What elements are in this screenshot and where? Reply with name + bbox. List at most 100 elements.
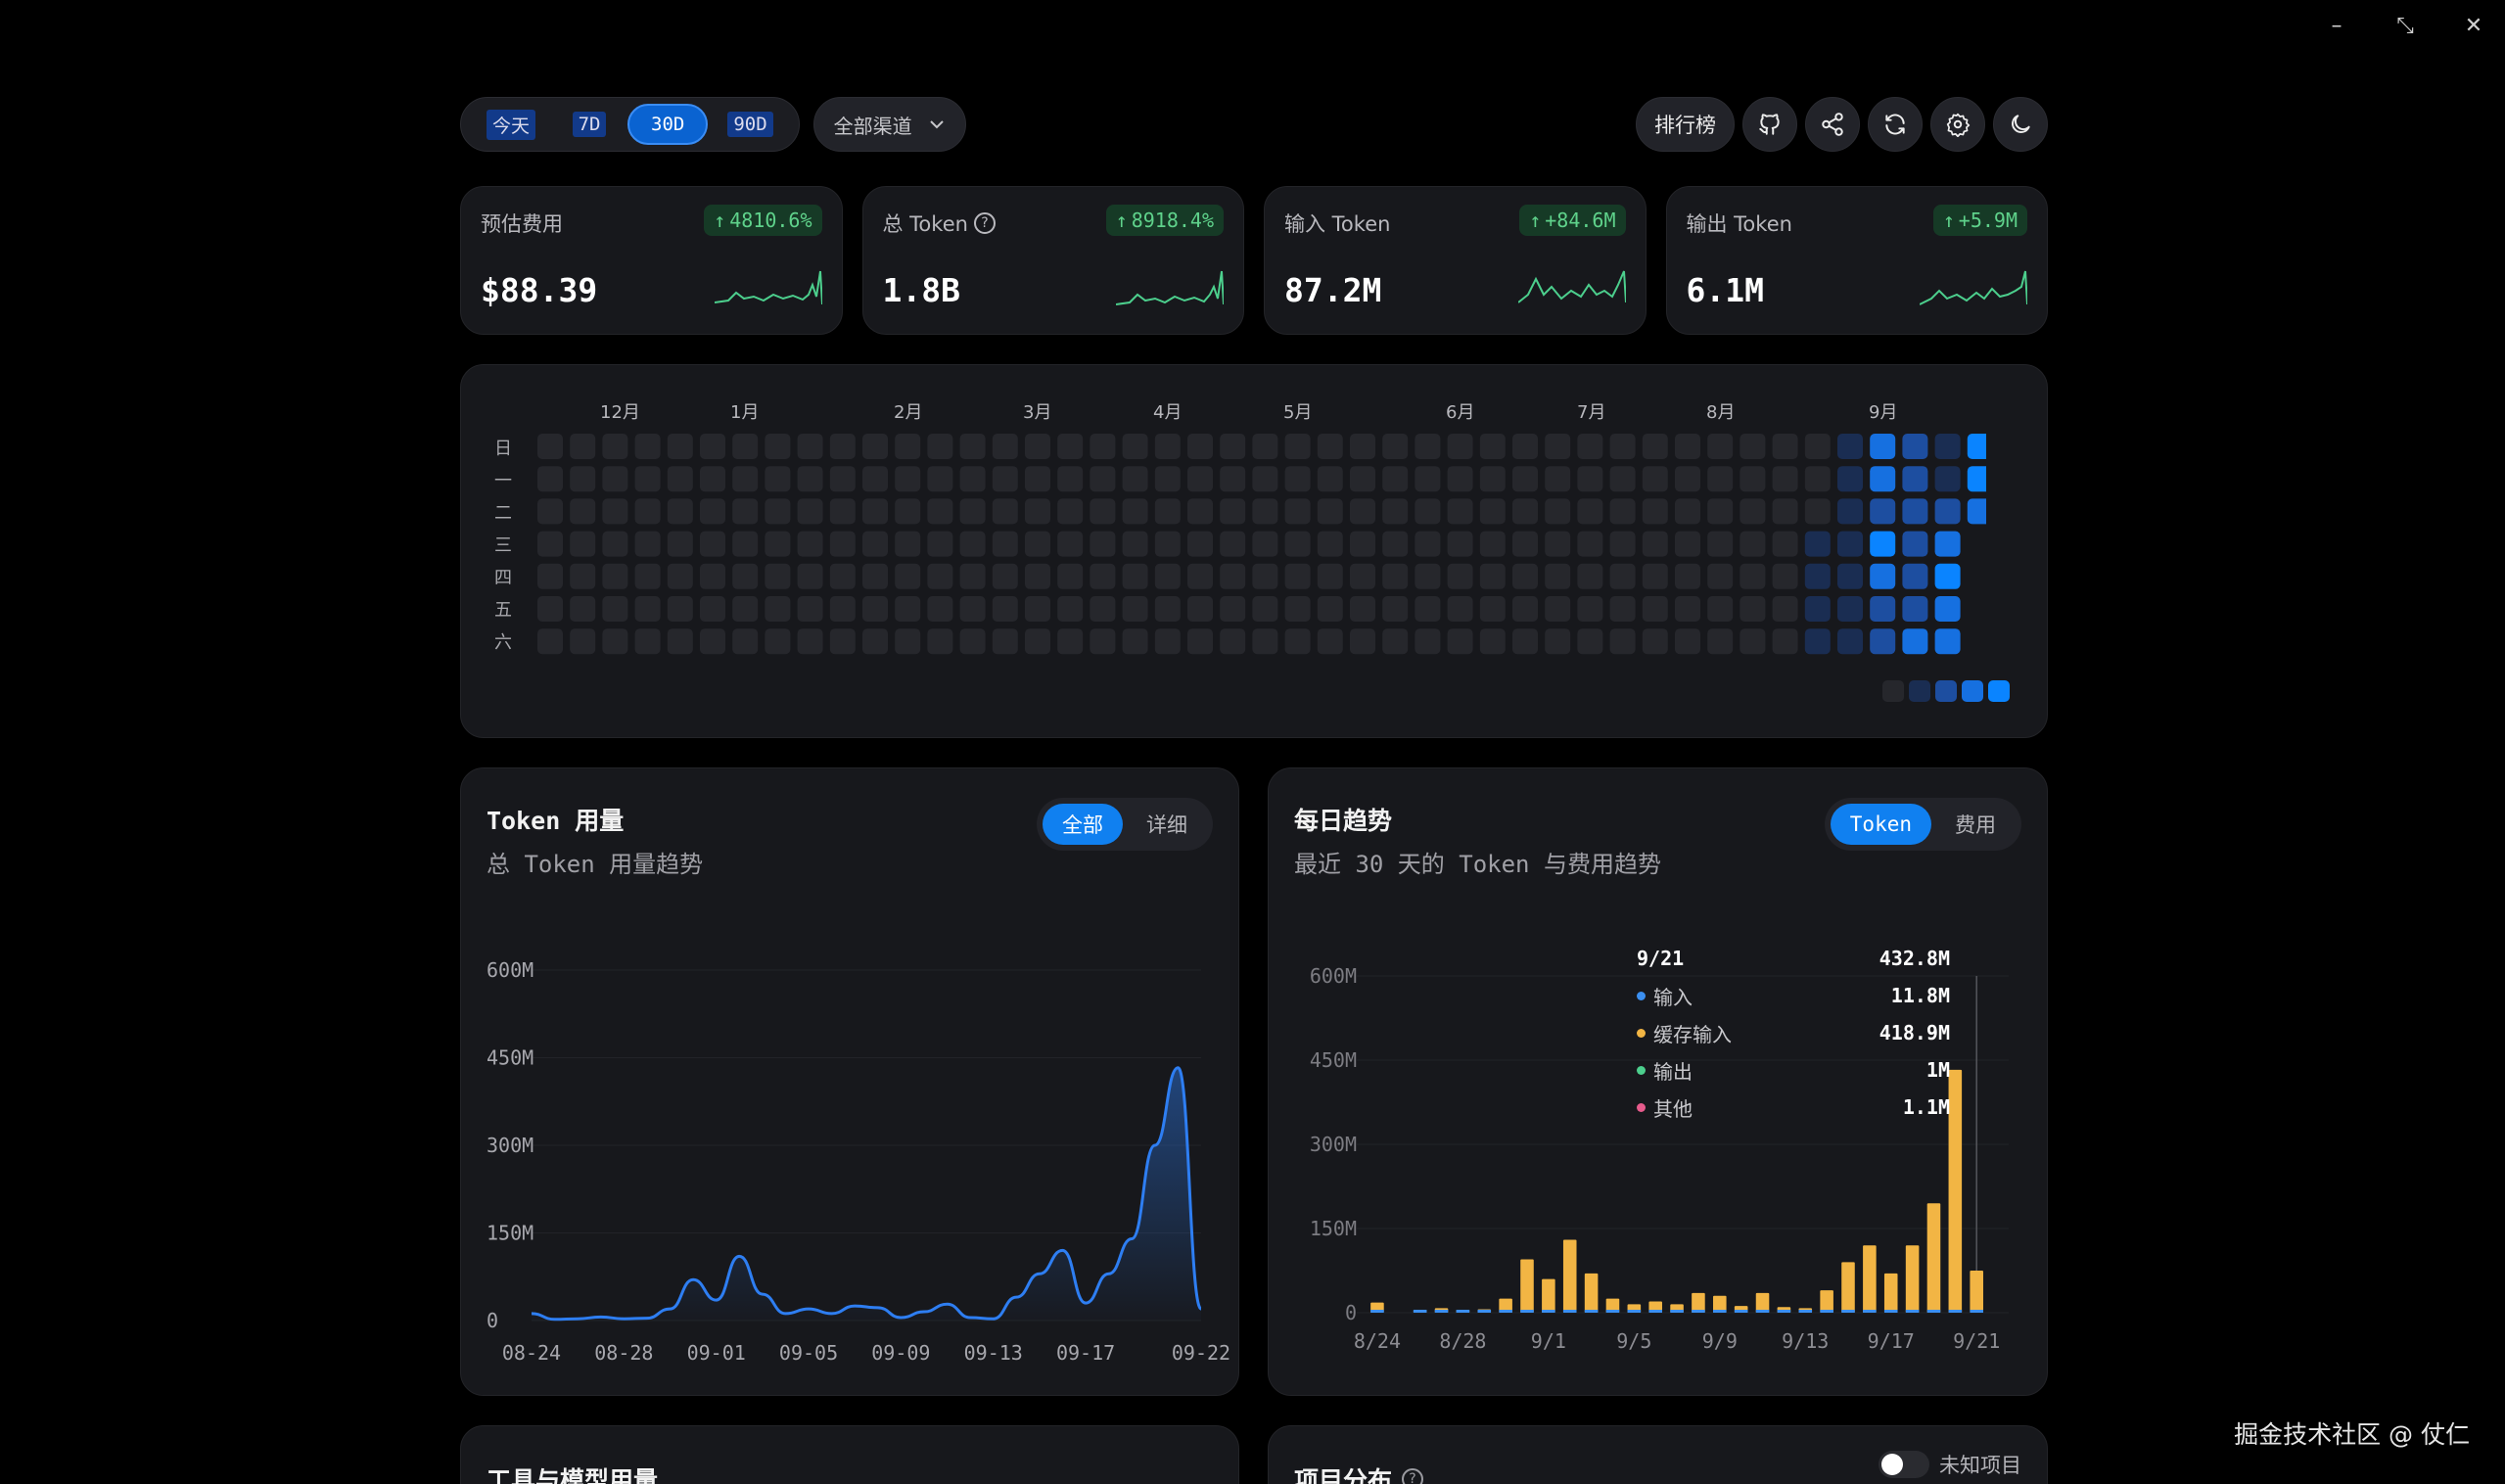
heatmap-cell[interactable] bbox=[1512, 498, 1538, 525]
settings-button[interactable] bbox=[1930, 97, 1985, 152]
heatmap-cell[interactable] bbox=[1707, 628, 1734, 655]
heatmap-cell[interactable] bbox=[1740, 596, 1766, 622]
heatmap-cell[interactable] bbox=[1090, 498, 1116, 525]
heatmap-cell[interactable] bbox=[1317, 498, 1343, 525]
bar[interactable] bbox=[1883, 1273, 1898, 1313]
heatmap-cell[interactable] bbox=[895, 596, 921, 622]
heatmap-cell[interactable] bbox=[1350, 628, 1375, 655]
heatmap-cell[interactable] bbox=[1577, 531, 1603, 557]
heatmap-cell[interactable] bbox=[1934, 531, 1961, 557]
heatmap-cell[interactable] bbox=[1577, 563, 1603, 589]
heatmap-cell[interactable] bbox=[1772, 563, 1798, 589]
bar[interactable] bbox=[1841, 1262, 1855, 1313]
heatmap-cell[interactable] bbox=[1090, 596, 1116, 622]
github-button[interactable] bbox=[1742, 97, 1797, 152]
heatmap-cell[interactable] bbox=[1512, 628, 1538, 655]
heatmap-cell[interactable] bbox=[1902, 596, 1928, 622]
heatmap-cell[interactable] bbox=[1220, 466, 1246, 492]
heatmap-cell[interactable] bbox=[1512, 466, 1538, 492]
range-90d-button[interactable]: 90D bbox=[712, 104, 788, 145]
heatmap-cell[interactable] bbox=[634, 466, 661, 492]
heatmap-cell[interactable] bbox=[829, 434, 856, 459]
heatmap-cell[interactable] bbox=[1057, 466, 1084, 492]
heatmap-cell[interactable] bbox=[1187, 531, 1213, 557]
heatmap-cell[interactable] bbox=[927, 498, 953, 525]
tab-detail[interactable]: 详细 bbox=[1146, 813, 1187, 837]
heatmap-cell[interactable] bbox=[1804, 498, 1831, 525]
heatmap-cell[interactable] bbox=[1837, 563, 1863, 589]
heatmap-cell[interactable] bbox=[1870, 434, 1896, 459]
heatmap-cell[interactable] bbox=[1382, 596, 1409, 622]
heatmap-cell[interactable] bbox=[1090, 563, 1116, 589]
heatmap-cell[interactable] bbox=[1675, 531, 1700, 557]
heatmap-cell[interactable] bbox=[1740, 531, 1766, 557]
series-line[interactable] bbox=[531, 1066, 1203, 1322]
heatmap-cell[interactable] bbox=[1252, 498, 1278, 525]
heatmap-cell[interactable] bbox=[1902, 531, 1928, 557]
heatmap-cell[interactable] bbox=[1284, 434, 1311, 459]
close-icon[interactable]: ✕ bbox=[2464, 13, 2483, 38]
heatmap-cell[interactable] bbox=[1057, 596, 1084, 622]
heatmap-cell[interactable] bbox=[1837, 596, 1863, 622]
heatmap-cell[interactable] bbox=[1317, 434, 1343, 459]
heatmap-cell[interactable] bbox=[895, 563, 921, 589]
range-30d-button[interactable]: 30D bbox=[627, 104, 709, 145]
bar[interactable] bbox=[1755, 1292, 1770, 1313]
heatmap-cell[interactable] bbox=[634, 434, 661, 459]
heatmap-cell[interactable] bbox=[1479, 434, 1506, 459]
heatmap-cell[interactable] bbox=[1707, 596, 1734, 622]
heatmap-cell[interactable] bbox=[1804, 563, 1831, 589]
heatmap-cell[interactable] bbox=[1675, 466, 1700, 492]
heatmap-cell[interactable] bbox=[1350, 596, 1375, 622]
heatmap-cell[interactable] bbox=[1675, 434, 1700, 459]
heatmap-cell[interactable] bbox=[1902, 466, 1928, 492]
bar[interactable] bbox=[1584, 1273, 1599, 1313]
heatmap-cell[interactable] bbox=[634, 596, 661, 622]
heatmap-cell[interactable] bbox=[1154, 434, 1181, 459]
heatmap-cell[interactable] bbox=[1317, 563, 1343, 589]
heatmap-cell[interactable] bbox=[1415, 596, 1441, 622]
heatmap-cell[interactable] bbox=[1675, 596, 1700, 622]
heatmap-cell[interactable] bbox=[829, 628, 856, 655]
heatmap-cell[interactable] bbox=[862, 466, 888, 492]
heatmap-cell[interactable] bbox=[732, 563, 759, 589]
heatmap-cell[interactable] bbox=[1057, 531, 1084, 557]
heatmap-cell[interactable] bbox=[1609, 498, 1636, 525]
heatmap-cell[interactable] bbox=[927, 596, 953, 622]
heatmap-cell[interactable] bbox=[700, 434, 725, 459]
heatmap-cell[interactable] bbox=[1415, 531, 1441, 557]
heatmap-cell[interactable] bbox=[1220, 498, 1246, 525]
heatmap-cell[interactable] bbox=[667, 466, 693, 492]
heatmap-cell[interactable] bbox=[1707, 498, 1734, 525]
heatmap-cell[interactable] bbox=[634, 563, 661, 589]
heatmap-cell[interactable] bbox=[1025, 531, 1050, 557]
leaderboard-button[interactable]: 排行榜 bbox=[1636, 97, 1735, 152]
heatmap-cell[interactable] bbox=[602, 563, 628, 589]
heatmap-cell[interactable] bbox=[1350, 563, 1375, 589]
heatmap-cell[interactable] bbox=[1772, 628, 1798, 655]
heatmap-cell[interactable] bbox=[1902, 563, 1928, 589]
heatmap-cell[interactable] bbox=[992, 498, 1018, 525]
tab-cost[interactable]: 费用 bbox=[1955, 813, 1996, 837]
heatmap-cell[interactable] bbox=[1187, 563, 1213, 589]
heatmap-cell[interactable] bbox=[1057, 628, 1084, 655]
theme-toggle-button[interactable] bbox=[1993, 97, 2048, 152]
heatmap-cell[interactable] bbox=[1447, 466, 1473, 492]
heatmap-cell[interactable] bbox=[959, 466, 986, 492]
heatmap-cell[interactable] bbox=[1447, 531, 1473, 557]
heatmap-cell[interactable] bbox=[1934, 628, 1961, 655]
heatmap-cell[interactable] bbox=[732, 498, 759, 525]
heatmap-cell[interactable] bbox=[1545, 498, 1571, 525]
heatmap-cell[interactable] bbox=[1220, 563, 1246, 589]
heatmap-cell[interactable] bbox=[732, 596, 759, 622]
heatmap-cell[interactable] bbox=[1675, 498, 1700, 525]
heatmap-cell[interactable] bbox=[1772, 596, 1798, 622]
heatmap-cell[interactable] bbox=[602, 466, 628, 492]
heatmap-cell[interactable] bbox=[1317, 596, 1343, 622]
heatmap-cell[interactable] bbox=[1187, 628, 1213, 655]
heatmap-cell[interactable] bbox=[895, 434, 921, 459]
heatmap-cell[interactable] bbox=[634, 628, 661, 655]
heatmap-cell[interactable] bbox=[1415, 498, 1441, 525]
heatmap-cell[interactable] bbox=[1545, 563, 1571, 589]
heatmap-cell[interactable] bbox=[1804, 466, 1831, 492]
